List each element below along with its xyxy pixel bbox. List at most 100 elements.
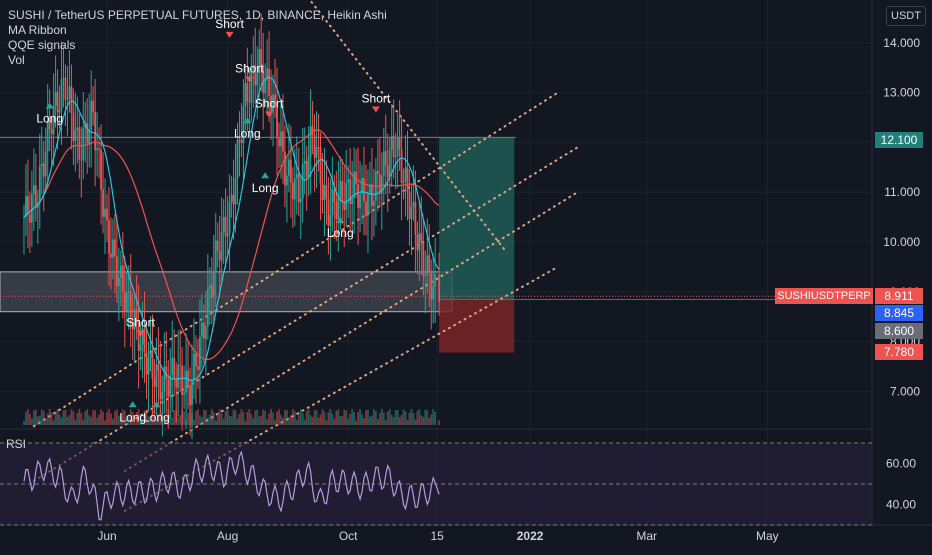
candle-body — [202, 322, 205, 339]
candle-body — [149, 350, 152, 358]
candle-body — [384, 151, 387, 166]
candle-body — [361, 178, 363, 194]
candle-body — [28, 214, 31, 223]
candle-body — [230, 194, 233, 202]
volume-bar — [282, 417, 284, 425]
candle-body — [153, 378, 156, 387]
candle-body — [343, 202, 346, 210]
volume-bar — [189, 409, 191, 425]
signal-label-long: Long — [36, 111, 63, 125]
candle-body — [30, 194, 33, 223]
candle-body — [406, 167, 409, 192]
candle-body — [270, 95, 272, 112]
volume-bar — [121, 409, 124, 425]
volume-bar — [392, 417, 395, 425]
volume-bar — [104, 420, 106, 425]
volume-bar — [86, 409, 89, 425]
volume-bar — [270, 409, 272, 425]
candle-body — [167, 379, 170, 397]
candle-body — [268, 68, 271, 96]
volume-bar — [236, 418, 239, 425]
volume-bar — [412, 413, 415, 425]
volume-bar — [84, 411, 87, 425]
signal-label-long: Long — [234, 126, 261, 140]
candle-body — [398, 136, 401, 150]
volume-bar — [232, 409, 235, 425]
candle-body — [422, 241, 425, 276]
volume-bar — [145, 409, 148, 425]
volume-bar — [268, 413, 271, 425]
target-zone — [439, 137, 515, 300]
candle-body — [117, 277, 120, 287]
volume-bar — [240, 409, 243, 425]
candle-body — [386, 165, 389, 178]
candle-body — [434, 274, 437, 287]
legend-qqe-signals[interactable]: QQE signals — [8, 38, 76, 52]
legend-ma-ribbon[interactable]: MA Ribbon — [8, 23, 67, 37]
volume-bar — [254, 410, 257, 425]
volume-bar — [96, 417, 99, 425]
signal-label-long: Long — [143, 410, 170, 424]
candle-body — [258, 49, 261, 73]
short-arrow — [136, 330, 145, 337]
volume-bar — [151, 409, 154, 425]
candle-body — [232, 194, 235, 205]
candle-body — [74, 129, 77, 142]
candle-body — [414, 202, 417, 235]
volume-bar — [112, 418, 114, 425]
volume-bar — [159, 409, 162, 425]
volume-bar — [197, 409, 199, 425]
candle-body — [240, 140, 243, 144]
signal-label-short: Short — [126, 316, 155, 330]
volume-bar — [129, 409, 132, 425]
candle-body — [376, 170, 379, 175]
volume-bar — [390, 414, 393, 425]
short-arrow — [245, 76, 254, 83]
rsi-tick-60: 60.00 — [886, 457, 916, 471]
volume-bar — [355, 420, 358, 425]
candle-body — [313, 135, 316, 158]
candle-body — [305, 160, 308, 177]
target-price-tag: 12.100 — [875, 132, 923, 148]
volume-bar — [157, 413, 160, 425]
candle-body — [311, 126, 314, 136]
volume-bar — [402, 409, 405, 425]
volume-bar — [131, 412, 134, 425]
volume-bar — [88, 415, 91, 425]
candle-body — [204, 326, 207, 339]
candle-body — [96, 148, 99, 150]
volume-bar — [325, 420, 328, 425]
candle-body — [303, 160, 306, 164]
volume-bar — [80, 413, 83, 425]
candle-body — [416, 234, 419, 251]
candle-body — [291, 182, 294, 200]
channel-line-3 — [123, 265, 559, 512]
volume-bar — [378, 413, 381, 425]
volume-bar — [331, 413, 334, 425]
volume-bar — [206, 417, 209, 425]
signal-label-long: Long — [119, 410, 146, 424]
short-arrow — [371, 106, 380, 113]
candle-body — [181, 365, 184, 395]
candle-body — [367, 193, 369, 216]
volume-bar — [228, 415, 231, 425]
rsi-label: RSI — [6, 437, 27, 451]
channel-line-2 — [123, 191, 579, 473]
candle-body — [210, 285, 213, 298]
candle-body — [299, 198, 302, 203]
volume-bar — [193, 419, 195, 425]
volume-bar — [307, 409, 310, 425]
candle-body — [396, 136, 399, 156]
candle-body — [228, 201, 231, 234]
volume-bar — [143, 410, 146, 425]
volume-bar — [317, 417, 320, 425]
candle-body — [199, 336, 201, 370]
volume-bar — [177, 417, 180, 425]
legend-vol[interactable]: Vol — [8, 53, 25, 67]
volume-bar — [115, 409, 118, 425]
candle-body — [333, 189, 336, 202]
currency-button[interactable]: USDT — [886, 6, 926, 26]
volume-bar — [246, 411, 249, 425]
candle-body — [200, 322, 203, 337]
